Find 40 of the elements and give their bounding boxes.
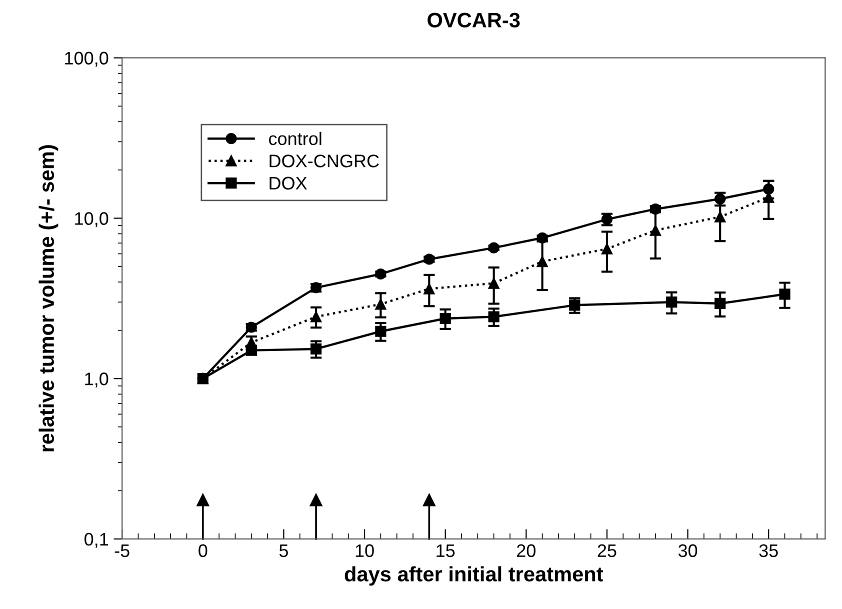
x-tick-label: 35 bbox=[759, 544, 778, 558]
x-tick-label: 30 bbox=[678, 544, 698, 558]
legend-label: control bbox=[269, 132, 322, 146]
point bbox=[375, 298, 386, 310]
legend-label: DOX-CNGRC bbox=[270, 154, 379, 168]
y-axis-title: relative tumor volume (+/- sem) bbox=[38, 145, 58, 452]
chart-title: OVCAR-3 bbox=[428, 12, 520, 28]
point bbox=[375, 326, 386, 337]
x-tick-label: -5 bbox=[114, 544, 130, 558]
point bbox=[666, 296, 678, 308]
y-tick-label: 100,0 bbox=[65, 52, 108, 67]
x-tick-label: 25 bbox=[598, 544, 616, 558]
point bbox=[569, 300, 580, 311]
point bbox=[763, 184, 774, 195]
x-tick-label: 10 bbox=[356, 544, 374, 558]
y-tick-label: 0,1 bbox=[84, 532, 108, 548]
x-tick-label: 15 bbox=[436, 544, 455, 558]
y-tick-label: 10,0 bbox=[75, 212, 108, 228]
point bbox=[488, 311, 500, 322]
x-tick-label: 0 bbox=[198, 544, 208, 558]
point bbox=[779, 288, 790, 300]
x-tick-label: 20 bbox=[517, 544, 536, 558]
point bbox=[536, 232, 548, 244]
point bbox=[650, 224, 662, 236]
point bbox=[488, 278, 500, 289]
point bbox=[488, 242, 500, 254]
point bbox=[424, 283, 435, 294]
point bbox=[714, 211, 726, 222]
point bbox=[310, 311, 322, 322]
legend-label: DOX bbox=[270, 176, 307, 190]
point bbox=[601, 243, 613, 254]
x-tick-label: 5 bbox=[279, 544, 288, 558]
point bbox=[310, 343, 322, 355]
point bbox=[375, 268, 386, 280]
y-tick-label: 1,0 bbox=[85, 372, 108, 388]
point bbox=[714, 193, 726, 204]
point bbox=[536, 256, 548, 268]
point bbox=[714, 298, 726, 310]
point bbox=[440, 312, 451, 324]
x-axis-title: days after initial treatment bbox=[344, 566, 604, 586]
